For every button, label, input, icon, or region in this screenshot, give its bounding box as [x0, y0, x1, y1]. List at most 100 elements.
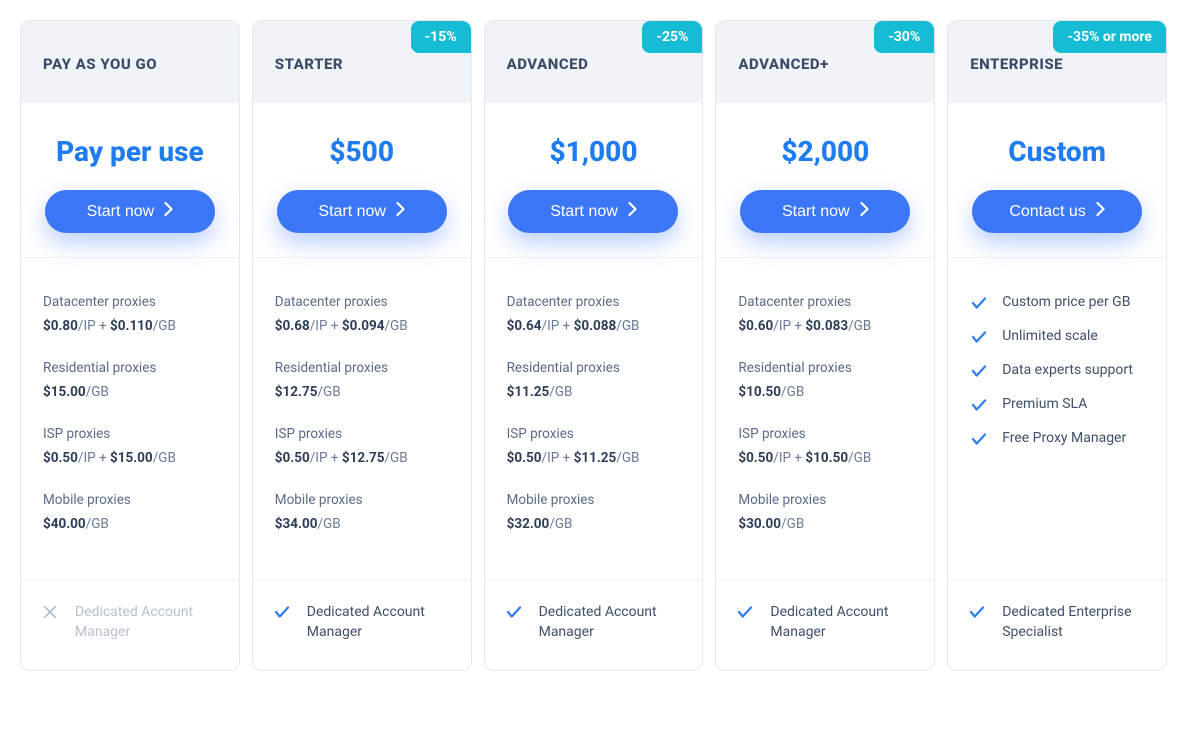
cta-button[interactable]: Contact us — [972, 190, 1142, 233]
plan-name: ADVANCED — [507, 55, 683, 73]
feature-text: Custom price per GB — [1002, 294, 1130, 310]
cta-button[interactable]: Start now — [277, 190, 447, 233]
feature-label: ISP proxies — [275, 426, 449, 442]
features-section: Custom price per GB Unlimited scale Data… — [948, 258, 1166, 580]
footer-row: Dedicated Account Manager — [485, 580, 703, 670]
feature-block: Datacenter proxies $0.80/IP + $0.110/GB — [43, 294, 217, 334]
cta-button[interactable]: Start now — [508, 190, 678, 233]
pricing-card: -25% ADVANCED $1,000 Start now Datacente… — [484, 20, 704, 671]
feature-block: Residential proxies $12.75/GB — [275, 360, 449, 400]
cta-label: Contact us — [1009, 203, 1085, 221]
feature-label: ISP proxies — [43, 426, 217, 442]
discount-badge: -15% — [411, 21, 471, 53]
discount-badge: -30% — [874, 21, 934, 53]
footer-text: Dedicated Enterprise Specialist — [1002, 603, 1146, 642]
discount-badge: -25% — [642, 21, 702, 53]
feature-label: Residential proxies — [507, 360, 681, 376]
feature-label: Datacenter proxies — [43, 294, 217, 310]
footer-row: Dedicated Account Manager — [253, 580, 471, 670]
footer-text: Dedicated Account Manager — [770, 603, 914, 642]
feature-label: Mobile proxies — [43, 492, 217, 508]
feature-label: Residential proxies — [275, 360, 449, 376]
feature-price: $0.64/IP + $0.088/GB — [507, 318, 681, 334]
cta-label: Start now — [318, 203, 386, 221]
footer-row: Dedicated Account Manager — [716, 580, 934, 670]
feature-label: ISP proxies — [507, 426, 681, 442]
x-icon — [41, 603, 59, 625]
footer-text: Dedicated Account Manager — [539, 603, 683, 642]
features-section: Datacenter proxies $0.60/IP + $0.083/GB … — [716, 258, 934, 580]
price-section: $500 Start now — [253, 103, 471, 258]
feature-label: Mobile proxies — [275, 492, 449, 508]
feature-block: ISP proxies $0.50/IP + $12.75/GB — [275, 426, 449, 466]
pricing-card: -15% STARTER $500 Start now Datacenter p… — [252, 20, 472, 671]
cta-label: Start now — [782, 203, 850, 221]
enterprise-feature-item: Free Proxy Manager — [970, 430, 1144, 452]
check-icon — [970, 362, 988, 384]
enterprise-feature-item: Data experts support — [970, 362, 1144, 384]
plan-name: ENTERPRISE — [970, 55, 1146, 73]
chevron-right-icon — [628, 202, 637, 221]
feature-price: $0.50/IP + $10.50/GB — [738, 450, 912, 466]
check-icon — [970, 396, 988, 418]
feature-price: $10.50/GB — [738, 384, 912, 400]
pricing-grid: PAY AS YOU GO Pay per use Start now Data… — [20, 20, 1167, 671]
feature-block: ISP proxies $0.50/IP + $11.25/GB — [507, 426, 681, 466]
feature-price: $30.00/GB — [738, 516, 912, 532]
check-icon — [970, 430, 988, 452]
cta-button[interactable]: Start now — [740, 190, 910, 233]
check-icon — [968, 603, 986, 625]
enterprise-feature-item: Custom price per GB — [970, 294, 1144, 316]
feature-block: Datacenter proxies $0.68/IP + $0.094/GB — [275, 294, 449, 334]
feature-price: $0.80/IP + $0.110/GB — [43, 318, 217, 334]
feature-text: Unlimited scale — [1002, 328, 1098, 344]
feature-price: $40.00/GB — [43, 516, 217, 532]
feature-block: Mobile proxies $30.00/GB — [738, 492, 912, 532]
feature-price: $0.50/IP + $12.75/GB — [275, 450, 449, 466]
features-section: Datacenter proxies $0.80/IP + $0.110/GB … — [21, 258, 239, 580]
plan-name: ADVANCED+ — [738, 55, 914, 73]
feature-price: $32.00/GB — [507, 516, 681, 532]
feature-block: Datacenter proxies $0.64/IP + $0.088/GB — [507, 294, 681, 334]
feature-text: Premium SLA — [1002, 396, 1087, 412]
footer-row: Dedicated Account Manager — [21, 580, 239, 670]
feature-block: ISP proxies $0.50/IP + $10.50/GB — [738, 426, 912, 466]
chevron-right-icon — [1096, 202, 1105, 221]
check-icon — [736, 603, 754, 625]
feature-text: Free Proxy Manager — [1002, 430, 1126, 446]
price-section: Pay per use Start now — [21, 103, 239, 258]
feature-price: $12.75/GB — [275, 384, 449, 400]
enterprise-feature-item: Unlimited scale — [970, 328, 1144, 350]
check-icon — [970, 328, 988, 350]
plan-price: Custom — [968, 135, 1146, 168]
feature-block: Mobile proxies $40.00/GB — [43, 492, 217, 532]
feature-price: $0.50/IP + $11.25/GB — [507, 450, 681, 466]
footer-text: Dedicated Account Manager — [75, 603, 219, 642]
feature-block: Residential proxies $11.25/GB — [507, 360, 681, 400]
plan-name: PAY AS YOU GO — [43, 55, 219, 73]
feature-label: Datacenter proxies — [738, 294, 912, 310]
feature-block: Residential proxies $10.50/GB — [738, 360, 912, 400]
price-section: $1,000 Start now — [485, 103, 703, 258]
check-icon — [273, 603, 291, 625]
features-section: Datacenter proxies $0.64/IP + $0.088/GB … — [485, 258, 703, 580]
feature-block: Mobile proxies $32.00/GB — [507, 492, 681, 532]
feature-label: Datacenter proxies — [275, 294, 449, 310]
enterprise-feature-item: Premium SLA — [970, 396, 1144, 418]
plan-price: Pay per use — [41, 135, 219, 168]
feature-text: Data experts support — [1002, 362, 1133, 378]
plan-price: $2,000 — [736, 135, 914, 168]
plan-name: STARTER — [275, 55, 451, 73]
feature-price: $0.60/IP + $0.083/GB — [738, 318, 912, 334]
price-section: Custom Contact us — [948, 103, 1166, 258]
card-header: PAY AS YOU GO — [21, 21, 239, 103]
chevron-right-icon — [860, 202, 869, 221]
cta-button[interactable]: Start now — [45, 190, 215, 233]
cta-label: Start now — [550, 203, 618, 221]
chevron-right-icon — [164, 202, 173, 221]
feature-block: ISP proxies $0.50/IP + $15.00/GB — [43, 426, 217, 466]
feature-price: $34.00/GB — [275, 516, 449, 532]
feature-block: Mobile proxies $34.00/GB — [275, 492, 449, 532]
feature-label: Datacenter proxies — [507, 294, 681, 310]
feature-label: ISP proxies — [738, 426, 912, 442]
